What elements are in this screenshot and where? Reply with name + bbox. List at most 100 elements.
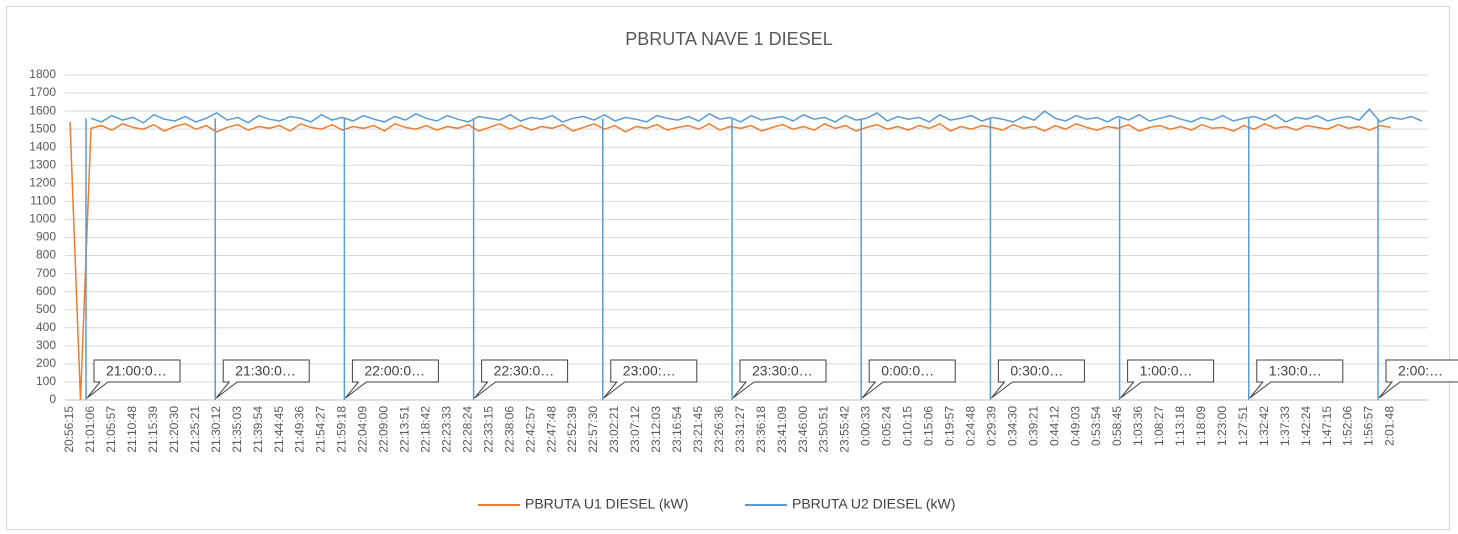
x-tick-label: 0:34:30 [1005, 406, 1019, 446]
annotation-label: 23:30:0… [752, 363, 813, 379]
x-tick-label: 21:39:54 [251, 406, 265, 453]
callout [345, 359, 439, 399]
annotation-label: 21:00:0… [106, 363, 167, 379]
y-tick-label: 900 [36, 230, 56, 244]
x-tick-label: 21:49:36 [293, 406, 307, 453]
chart-border [6, 6, 1450, 530]
y-tick-label: 800 [36, 248, 56, 262]
y-tick-label: 400 [36, 320, 56, 334]
x-tick-label: 0:24:48 [963, 406, 977, 446]
x-tick-label: 1:23:00 [1215, 406, 1229, 446]
x-tick-label: 21:01:06 [83, 406, 97, 453]
x-tick-label: 22:04:09 [356, 406, 370, 453]
x-tick-label: 0:19:57 [942, 406, 956, 446]
x-tick-label: 23:12:03 [649, 406, 663, 453]
callout [1378, 359, 1458, 399]
x-tick-label: 22:57:30 [586, 406, 600, 453]
x-tick-label: 22:23:33 [439, 406, 453, 453]
x-tick-label: 22:33:15 [481, 406, 495, 453]
x-tick-label: 22:47:48 [544, 406, 558, 453]
annotation-label: 23:00:… [623, 363, 676, 379]
x-tick-label: 23:46:00 [796, 406, 810, 453]
x-tick-label: 21:10:48 [125, 406, 139, 453]
y-tick-label: 1800 [29, 67, 56, 81]
callout [603, 359, 698, 399]
y-tick-label: 1500 [29, 121, 56, 135]
annotation-label: 2:00:… [1398, 363, 1443, 379]
x-tick-label: 0:15:06 [922, 406, 936, 446]
x-tick-label: 0:00:33 [859, 406, 873, 446]
x-tick-label: 21:54:27 [314, 406, 328, 453]
x-tick-label: 0:05:24 [880, 406, 894, 446]
x-tick-label: 21:20:30 [167, 406, 181, 453]
x-tick-label: 23:26:36 [712, 406, 726, 453]
x-tick-label: 1:42:24 [1299, 406, 1313, 446]
x-tick-label: 21:59:18 [335, 406, 349, 453]
x-tick-label: 23:36:18 [754, 406, 768, 453]
callout [991, 359, 1085, 399]
x-tick-label: 22:28:24 [460, 406, 474, 453]
x-tick-label: 1:52:06 [1341, 406, 1355, 446]
x-tick-label: 0:39:21 [1026, 406, 1040, 446]
y-tick-label: 300 [36, 338, 56, 352]
x-tick-label: 21:25:21 [188, 406, 202, 453]
annotation-label: 1:30:0… [1269, 363, 1322, 379]
x-tick-label: 1:32:42 [1257, 406, 1271, 446]
callout [732, 359, 827, 399]
legend-label: PBRUTA U1 DIESEL (kW) [525, 496, 688, 512]
x-tick-label: 22:13:51 [398, 406, 412, 453]
callout [1249, 359, 1344, 399]
x-tick-label: 22:38:06 [502, 406, 516, 453]
y-tick-label: 1100 [30, 194, 56, 208]
annotation-label: 0:30:0… [1010, 363, 1063, 379]
x-tick-label: 22:09:00 [377, 406, 391, 453]
x-tick-label: 1:27:51 [1236, 406, 1250, 446]
x-tick-label: 23:41:09 [775, 406, 789, 453]
y-tick-label: 1600 [29, 103, 56, 117]
y-tick-label: 1700 [29, 85, 56, 99]
x-tick-label: 1:56:57 [1362, 406, 1376, 446]
x-tick-label: 23:07:12 [628, 406, 642, 453]
callout [86, 359, 181, 399]
x-tick-label: 21:15:39 [146, 406, 160, 453]
x-tick-label: 1:03:36 [1131, 406, 1145, 446]
x-tick-label: 23:50:51 [817, 406, 831, 453]
x-tick-label: 23:02:21 [607, 406, 621, 453]
legend-label: PBRUTA U2 DIESEL (kW) [792, 496, 955, 512]
x-tick-label: 2:01:48 [1383, 406, 1397, 446]
chart-title: PBRUTA NAVE 1 DIESEL [625, 29, 832, 49]
x-tick-label: 0:44:12 [1047, 406, 1061, 446]
x-tick-label: 22:42:57 [523, 406, 537, 453]
x-tick-label: 1:08:27 [1152, 406, 1166, 446]
series-line [69, 121, 1391, 401]
x-tick-label: 23:21:45 [691, 406, 705, 453]
annotation-label: 21:30:0… [235, 363, 296, 379]
x-tick-label: 1:13:18 [1173, 406, 1187, 446]
callout [215, 359, 310, 399]
x-tick-label: 0:49:03 [1068, 406, 1082, 446]
annotation-label: 0:00:0… [881, 363, 934, 379]
x-tick-label: 21:05:57 [104, 406, 118, 453]
annotation-label: 22:30:0… [494, 363, 555, 379]
callout [1120, 359, 1215, 399]
x-tick-label: 0:58:45 [1110, 406, 1124, 446]
y-tick-label: 200 [36, 356, 56, 370]
x-tick-label: 21:30:12 [209, 406, 223, 453]
y-tick-label: 500 [36, 302, 56, 316]
x-tick-label: 1:37:33 [1278, 406, 1292, 446]
x-tick-label: 0:10:15 [901, 406, 915, 446]
y-tick-label: 1000 [29, 212, 56, 226]
x-tick-label: 0:29:39 [984, 406, 998, 446]
x-tick-label: 23:55:42 [838, 406, 852, 453]
y-tick-label: 600 [36, 284, 56, 298]
y-tick-label: 1300 [29, 157, 56, 171]
x-tick-label: 1:47:15 [1320, 406, 1334, 446]
x-tick-label: 23:31:27 [733, 406, 747, 453]
y-tick-label: 0 [49, 392, 56, 406]
y-tick-label: 700 [36, 266, 56, 280]
callout [861, 359, 956, 399]
x-tick-label: 21:44:45 [272, 406, 286, 453]
y-tick-label: 100 [36, 374, 56, 388]
x-tick-label: 20:56:15 [62, 406, 76, 453]
y-tick-label: 1400 [29, 139, 56, 153]
